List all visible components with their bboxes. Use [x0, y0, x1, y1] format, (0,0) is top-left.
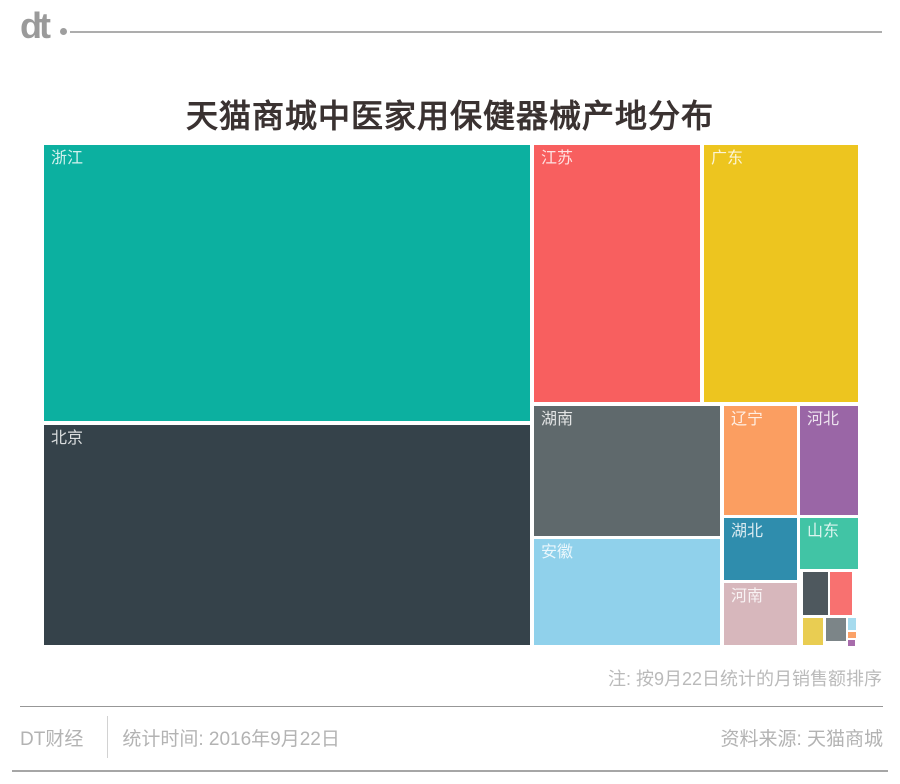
treemap-cell-liaoning: 辽宁 [724, 406, 797, 515]
treemap-cell-hubei: 湖北 [724, 518, 797, 580]
treemap-cell-jiangsu: 江苏 [534, 145, 700, 402]
treemap: 浙江北京 江苏 广东湖南安徽 辽宁 河北湖北 山东河南 [44, 145, 858, 646]
treemap-cell-label: 江苏 [541, 150, 574, 167]
treemap-cell-unlabeled-4 [826, 618, 846, 641]
treemap-cell-zhejiang: 浙江 [44, 145, 530, 421]
chart-note: 注: 按9月22日统计的月销售额排序 [607, 669, 882, 689]
logo-rule [70, 31, 882, 33]
treemap-cell-unlabeled-2 [830, 572, 852, 615]
treemap-cell-label: 河北 [807, 411, 840, 428]
treemap-cell-unlabeled-3 [803, 618, 823, 645]
logo-dot [60, 28, 67, 35]
treemap-cell-label: 辽宁 [731, 411, 764, 428]
treemap-cell-hunan: 湖南 [534, 406, 720, 536]
treemap-cell-label: 浙江 [51, 150, 84, 167]
treemap-cell-label: 安徽 [541, 544, 574, 561]
treemap-cell-beijing: 北京 [44, 425, 530, 645]
footer-top-rule [20, 706, 883, 707]
treemap-cell-guangdong: 广东 [704, 145, 858, 402]
dt-logo: dt [20, 5, 51, 46]
treemap-cell-label: 湖北 [731, 523, 764, 540]
treemap-cell-hebei: 河北 [800, 406, 858, 515]
treemap-cell-unlabeled-7 [848, 640, 855, 646]
treemap-cell-label: 北京 [51, 430, 84, 447]
treemap-cell-unlabeled-1 [803, 572, 828, 615]
treemap-cell-unlabeled-6 [848, 632, 856, 638]
footer-stat-time: 统计时间: 2016年9月22日 [122, 728, 340, 750]
treemap-cell-label: 广东 [711, 150, 744, 167]
footer-bottom-rule [12, 770, 888, 772]
treemap-cell-label: 山东 [807, 523, 840, 540]
treemap-cell-unlabeled-5 [848, 618, 856, 630]
footer-brand: DT财经 [20, 728, 84, 750]
page-title: 天猫商城中医家用保健器械产地分布 [185, 98, 714, 135]
footer-divider [107, 716, 109, 758]
treemap-cell-henan: 河南 [724, 583, 797, 645]
treemap-cell-label: 河南 [731, 588, 764, 605]
treemap-cell-shandong: 山东 [800, 518, 858, 569]
footer-source: 资料来源: 天猫商城 [720, 728, 883, 750]
treemap-cell-label: 湖南 [541, 411, 574, 428]
footer: DT财经 统计时间: 2016年9月22日 资料来源: 天猫商城 [20, 712, 883, 762]
treemap-cell-anhui: 安徽 [534, 539, 720, 645]
